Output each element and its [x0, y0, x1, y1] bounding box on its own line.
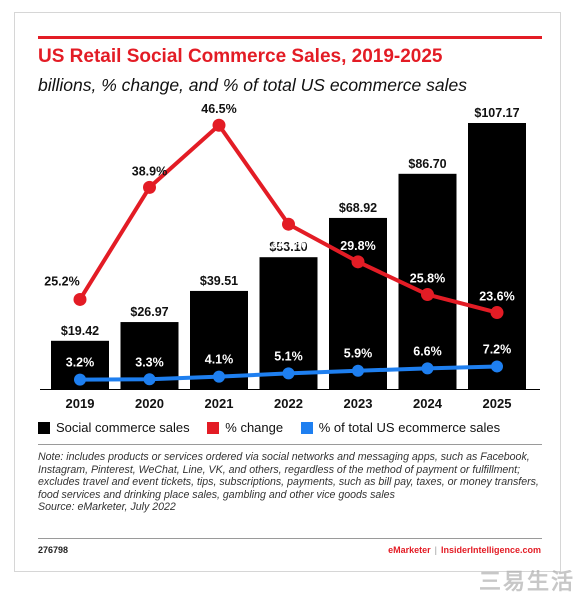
pct-total-point-2023 — [352, 364, 364, 377]
pct-change-point-2022 — [282, 217, 295, 231]
bar-2025 — [468, 123, 526, 389]
legend-item-sales: Social commerce sales — [38, 420, 190, 435]
pct-change-point-2021 — [212, 118, 226, 132]
pct-total-label-2024: 6.6% — [413, 344, 442, 358]
bar-2022 — [259, 257, 318, 389]
legend-divider — [38, 444, 542, 445]
x-tick-label-2024: 2024 — [413, 396, 443, 411]
note-text: Note: includes products or services orde… — [38, 451, 539, 501]
pct-total-label-2023: 5.9% — [344, 347, 373, 361]
pct-change-label-2025: 23.6% — [479, 290, 514, 304]
pct-change-point-2023 — [351, 255, 365, 269]
x-tick-label-2022: 2022 — [274, 396, 303, 411]
legend-label-pct-total: % of total US ecommerce sales — [318, 420, 501, 435]
bar-label-2020: $26.97 — [130, 305, 168, 319]
legend-item-pct-total: % of total US ecommerce sales — [300, 420, 501, 435]
pct-total-point-2021 — [213, 370, 225, 383]
footer-divider — [38, 538, 542, 539]
pct-change-label-2024: 25.8% — [410, 272, 445, 286]
pct-change-point-2024 — [421, 288, 434, 302]
title-accent-bar — [38, 36, 542, 39]
x-tick-label-2019: 2019 — [66, 396, 95, 411]
x-tick-label-2023: 2023 — [344, 396, 373, 411]
x-tick-label-2021: 2021 — [205, 396, 234, 411]
pct-total-label-2020: 3.3% — [135, 355, 164, 369]
pct-total-point-2022 — [282, 367, 295, 380]
chart-legend: Social commerce sales % change % of tota… — [38, 420, 548, 437]
bar-label-2025: $107.17 — [474, 106, 519, 120]
pct-change-label-2021: 46.5% — [201, 102, 236, 116]
brand-emarketer: eMarketer — [388, 545, 431, 555]
legend-label-sales: Social commerce sales — [56, 420, 190, 435]
footer-brand: eMarketer | InsiderIntelligence.com — [388, 545, 541, 555]
bar-label-2023: $68.92 — [339, 201, 377, 215]
bar-label-2019: $19.42 — [61, 324, 99, 338]
watermark-logo: 三易生活 — [478, 570, 575, 595]
pct-change-point-2019 — [73, 292, 87, 306]
brand-separator: | — [434, 545, 437, 555]
pct-change-point-2020 — [143, 180, 156, 194]
pct-total-label-2025: 7.2% — [483, 342, 512, 356]
pct-change-label-2019: 25.2% — [44, 274, 79, 288]
pct-total-point-2020 — [143, 373, 156, 386]
x-tick-label-2025: 2025 — [483, 396, 512, 411]
brand-site[interactable]: InsiderIntelligence.com — [440, 545, 541, 555]
chart-note: Note: includes products or services orde… — [38, 451, 542, 514]
legend-item-pct-change: % change — [207, 420, 283, 435]
pct-change-label-2023: 29.8% — [340, 239, 375, 253]
chart-id: 276798 — [38, 545, 69, 555]
chart-subtitle: billions, % change, and % of total US ec… — [38, 75, 467, 95]
pct-total-label-2021: 4.1% — [205, 353, 234, 367]
legend-swatch-pct-total — [300, 421, 313, 434]
pct-total-point-2025 — [491, 360, 503, 373]
bar-label-2022: $53.10 — [269, 240, 307, 254]
pct-total-label-2022: 5.1% — [274, 349, 303, 363]
legend-swatch-pct-change — [207, 421, 220, 434]
pct-total-label-2019: 3.2% — [66, 356, 95, 370]
pct-total-point-2019 — [74, 373, 86, 386]
pct-change-point-2025 — [490, 306, 504, 320]
note-source: Source: eMarketer, July 2022 — [38, 501, 176, 514]
bar-label-2021: $39.51 — [200, 274, 238, 288]
pct-change-label-2022: 34.4% — [271, 237, 306, 251]
bar-2023 — [329, 217, 387, 389]
legend-swatch-sales — [38, 421, 50, 434]
x-tick-label-2020: 2020 — [135, 396, 164, 411]
pct-change-label-2020: 38.9% — [132, 164, 167, 178]
bar-label-2024: $86.70 — [408, 157, 446, 171]
legend-label-pct-change: % change — [225, 420, 284, 435]
pct-total-point-2024 — [421, 362, 434, 375]
chart-title: US Retail Social Commerce Sales, 2019-20… — [38, 46, 443, 67]
bar-2024 — [398, 173, 457, 389]
